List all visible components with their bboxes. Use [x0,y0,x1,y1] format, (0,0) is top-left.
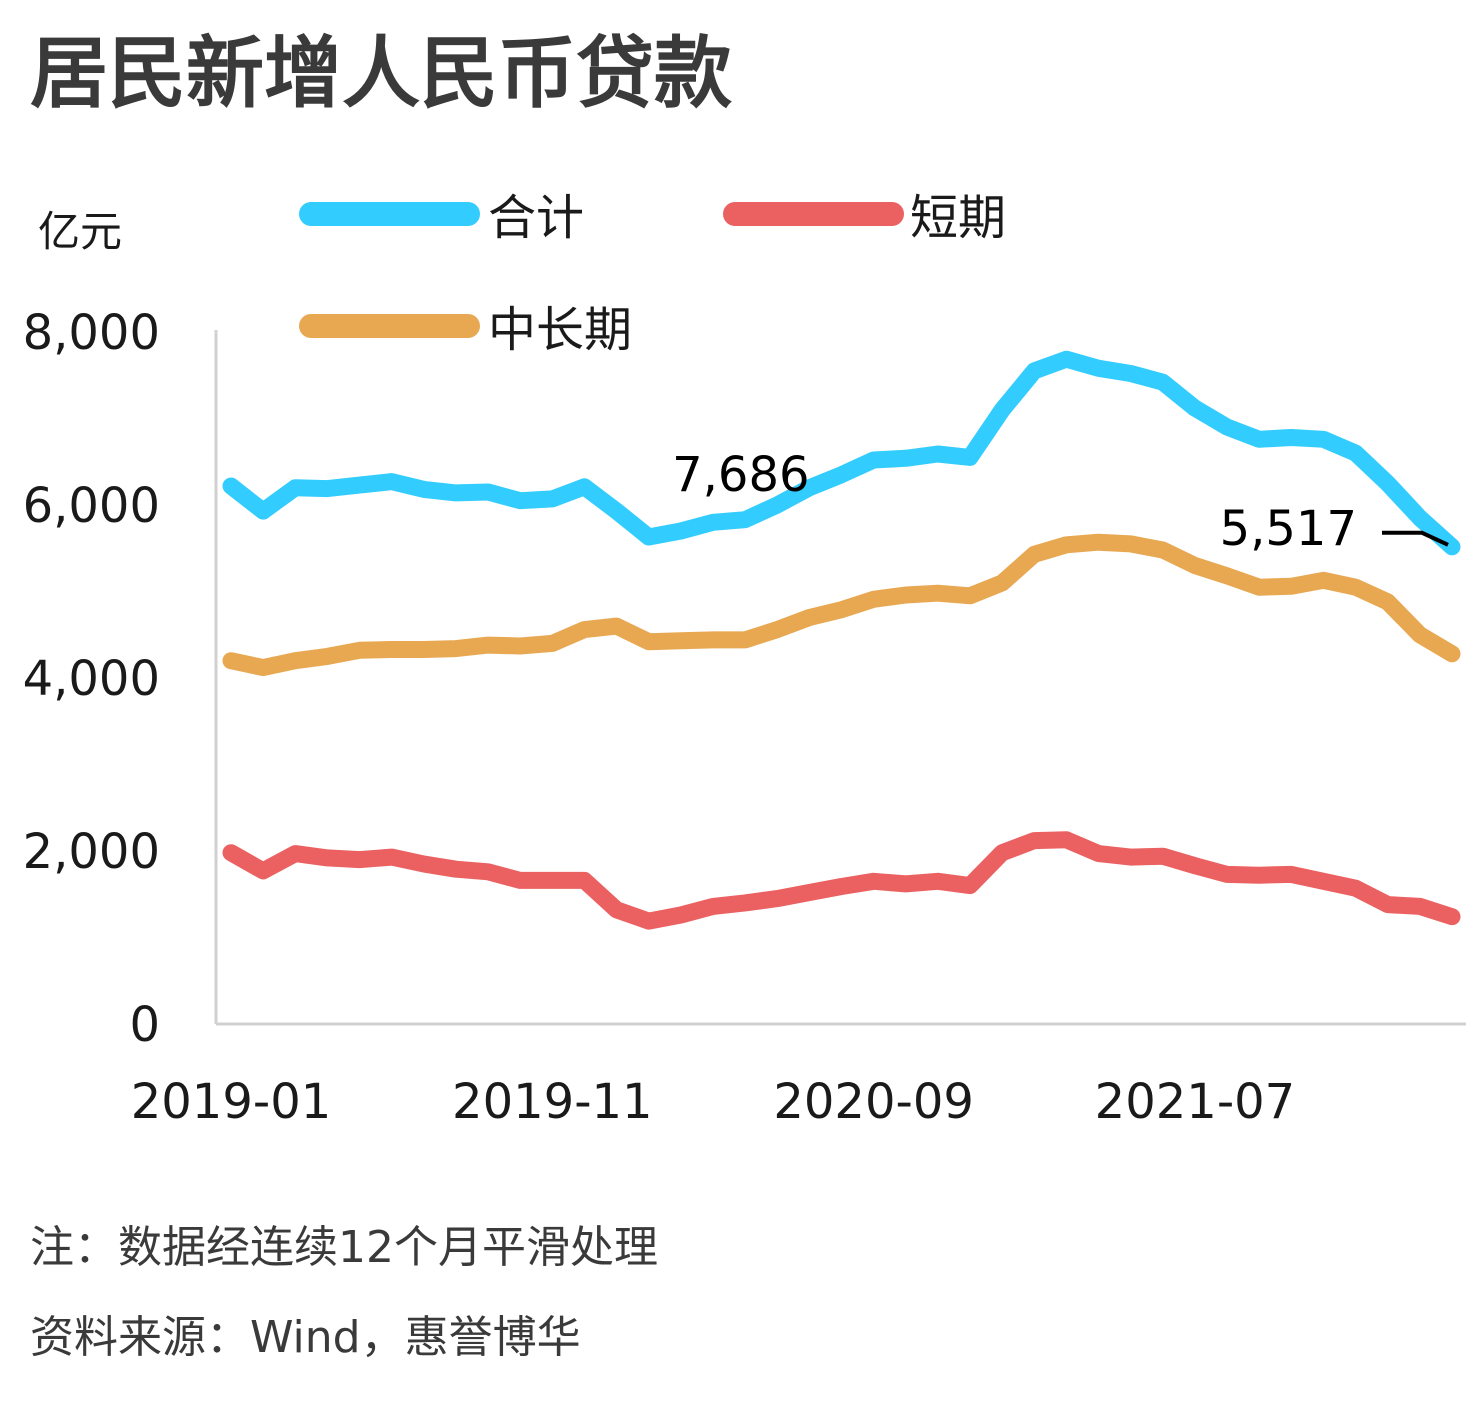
x-tick-label: 2021-07 [1095,1074,1296,1130]
series-line-0 [222,350,1461,556]
y-tick-label: 6,000 [23,478,160,534]
annotation-leader-line [1382,530,1449,547]
x-tick-label: 2019-01 [131,1074,332,1130]
annotation-label-peak: 7,686 [672,447,809,503]
legend-label-total: 合计 [488,190,584,246]
y-axis-unit: 亿元 [38,207,122,256]
x-tick-label: 2019-11 [452,1074,653,1130]
x-axis-ticks: 2019-01 2019-11 2020-09 2021-07 [131,1074,1296,1130]
legend-label-short: 短期 [910,190,1006,246]
y-axis-ticks: 0 2,000 4,000 6,000 8,000 [23,305,160,1053]
y-tick-label: 8,000 [23,305,160,361]
source-text: 资料来源：Wind，惠誉博华 [30,1312,581,1363]
series-line-2 [222,533,1461,677]
x-tick-label: 2020-09 [773,1074,974,1130]
y-tick-label: 4,000 [23,651,160,707]
chart-title: 居民新增人民币贷款 [30,29,732,119]
y-tick-label: 2,000 [23,824,160,880]
annotations: 7,686 5,517 [672,447,1449,557]
annotation-label-latest: 5,517 [1220,501,1357,557]
legend-label-medium-long: 中长期 [488,302,632,358]
series-line-1 [222,831,1461,930]
y-tick-label: 0 [129,997,160,1053]
note-text: 注：数据经连续12个月平滑处理 [30,1222,658,1273]
legend: 合计 短期 中长期 [299,190,1006,358]
series-layer [222,350,1461,930]
